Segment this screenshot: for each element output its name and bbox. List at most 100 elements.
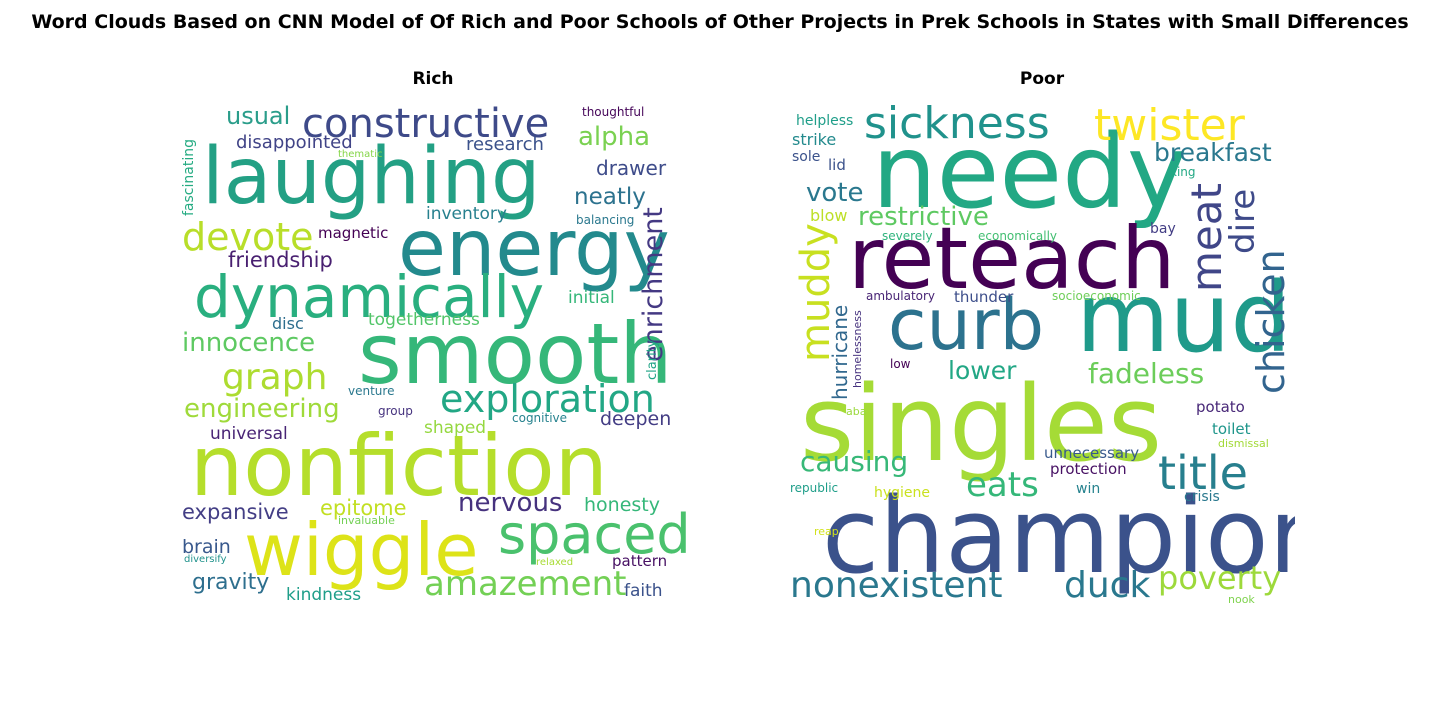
cloud-word: initial [568, 288, 615, 308]
cloud-word: nonfiction [190, 417, 608, 515]
cloud-word: inventory [426, 204, 507, 224]
cloud-word: thematic [338, 149, 383, 160]
cloud-word: nook [1228, 593, 1255, 606]
panel-title-rich: Rich [412, 69, 454, 89]
cloud-word: venture [348, 384, 395, 398]
cloud-word: severely [882, 229, 933, 243]
cloud-word: curb [888, 284, 1045, 366]
cloud-word: hygiene [874, 485, 931, 501]
cloud-word: vote [806, 178, 864, 208]
cloud-word: alpha [578, 122, 651, 152]
cloud-word: engineering [184, 394, 340, 424]
cloud-word: aba [846, 405, 867, 418]
cloud-word: kindness [286, 585, 362, 605]
cloud-word: homelessness [851, 310, 864, 388]
cloud-word: group [378, 404, 413, 418]
cloud-word: energy [398, 204, 670, 294]
cloud-word: singles [800, 363, 1163, 485]
cloud-word: mud [1076, 262, 1292, 374]
cloud-word: devote [182, 215, 314, 259]
cloud-word: wiggle [244, 508, 479, 592]
cloud-word: diversify [184, 554, 227, 565]
cloud-word: king [1170, 165, 1196, 179]
cloud-word: protection [1050, 460, 1127, 478]
cloud-word: breakfast [1154, 138, 1272, 167]
cloud-word: graph [222, 357, 328, 398]
cloud-word: win [1076, 481, 1101, 497]
cloud-word: laughing [202, 132, 541, 222]
cloud-word: epitome [320, 496, 407, 520]
cloud-word: chicken [1249, 249, 1293, 394]
cloud-word: needy [872, 113, 1188, 232]
cloud-word: research [466, 134, 544, 155]
cloud-word: ambulatory [866, 289, 936, 303]
cloud-word: friendship [228, 248, 333, 272]
cloud-word: pattern [612, 552, 668, 570]
cloud-word: faith [624, 581, 663, 601]
cloud-word: title [1158, 446, 1248, 500]
cloud-word: hurricane [828, 304, 852, 400]
cloud-word: socioeconomic [1052, 289, 1141, 303]
cloud-word: drawer [596, 156, 667, 180]
cloud-word: nonexistent [790, 565, 1003, 606]
cloud-word: thunder [954, 288, 1014, 306]
cloud-word: causing [800, 445, 909, 478]
cloud-word: unnecessary [1044, 444, 1140, 462]
cloud-word: shaped [424, 418, 487, 438]
cloud-word: twister [1094, 100, 1245, 151]
cloud-word: invaluable [338, 514, 395, 527]
cloud-word: lid [828, 156, 846, 174]
cloud-word: innocence [182, 328, 316, 358]
cloud-word: fadeless [1088, 357, 1205, 390]
cloud-word: clarity [645, 339, 660, 380]
cloud-word: cognitive [512, 411, 568, 425]
cloud-word: sole [792, 149, 821, 165]
cloud-word: neatly [574, 184, 646, 210]
word-cloud-poor: needy singles champion reteach curb mud … [790, 100, 1295, 610]
cloud-word: honesty [584, 494, 660, 516]
cloud-word: poverty [1158, 559, 1282, 597]
cloud-word: universal [210, 424, 288, 444]
cloud-word: gravity [192, 570, 270, 595]
cloud-word: usual [226, 102, 291, 130]
cloud-word: fascinating [181, 139, 197, 216]
cloud-word: bay [1150, 221, 1176, 237]
word-cloud-rich: laughing energy smooth nonfiction dynami… [180, 100, 690, 610]
cloud-word: balancing [576, 213, 635, 227]
cloud-word: eats [966, 465, 1039, 505]
cloud-word: smooth [358, 305, 673, 403]
cloud-word: helpless [796, 113, 854, 129]
cloud-word: republic [790, 481, 839, 495]
cloud-word: dire [1223, 188, 1263, 254]
cloud-word: disappointed [236, 132, 353, 153]
cloud-word: disc [272, 314, 304, 333]
cloud-word: strike [792, 130, 837, 149]
cloud-word: spaced [498, 503, 690, 566]
cloud-word: thoughtful [582, 105, 645, 119]
cloud-word: sickness [864, 100, 1050, 149]
cloud-word: meat [1182, 183, 1231, 292]
cloud-word: dynamically [194, 263, 545, 331]
cloud-word: togetherness [368, 310, 480, 330]
cloud-word: champion [822, 475, 1295, 597]
cloud-word: expansive [182, 500, 289, 524]
cloud-word: blow [810, 206, 848, 225]
cloud-word: reap [814, 525, 839, 538]
figure-title: Word Clouds Based on CNN Model of Of Ric… [31, 11, 1409, 33]
cloud-word: toilet [1212, 420, 1251, 438]
cloud-word: economically [978, 229, 1058, 243]
cloud-word: restrictive [858, 202, 989, 232]
cloud-word: duck [1064, 565, 1151, 606]
cloud-word: constructive [302, 101, 550, 147]
cloud-word: exploration [440, 377, 655, 421]
cloud-word: reteach [848, 209, 1176, 309]
cloud-word: deepen [600, 408, 672, 430]
cloud-word: dismissal [1218, 437, 1269, 450]
panel-title-poor: Poor [1019, 69, 1065, 89]
cloud-word: lower [948, 356, 1017, 385]
cloud-word: magnetic [318, 224, 389, 242]
cloud-word: brain [182, 536, 231, 558]
cloud-word: nervous [458, 488, 563, 518]
cloud-word: crisis [1184, 489, 1220, 505]
cloud-word: low [890, 357, 911, 371]
